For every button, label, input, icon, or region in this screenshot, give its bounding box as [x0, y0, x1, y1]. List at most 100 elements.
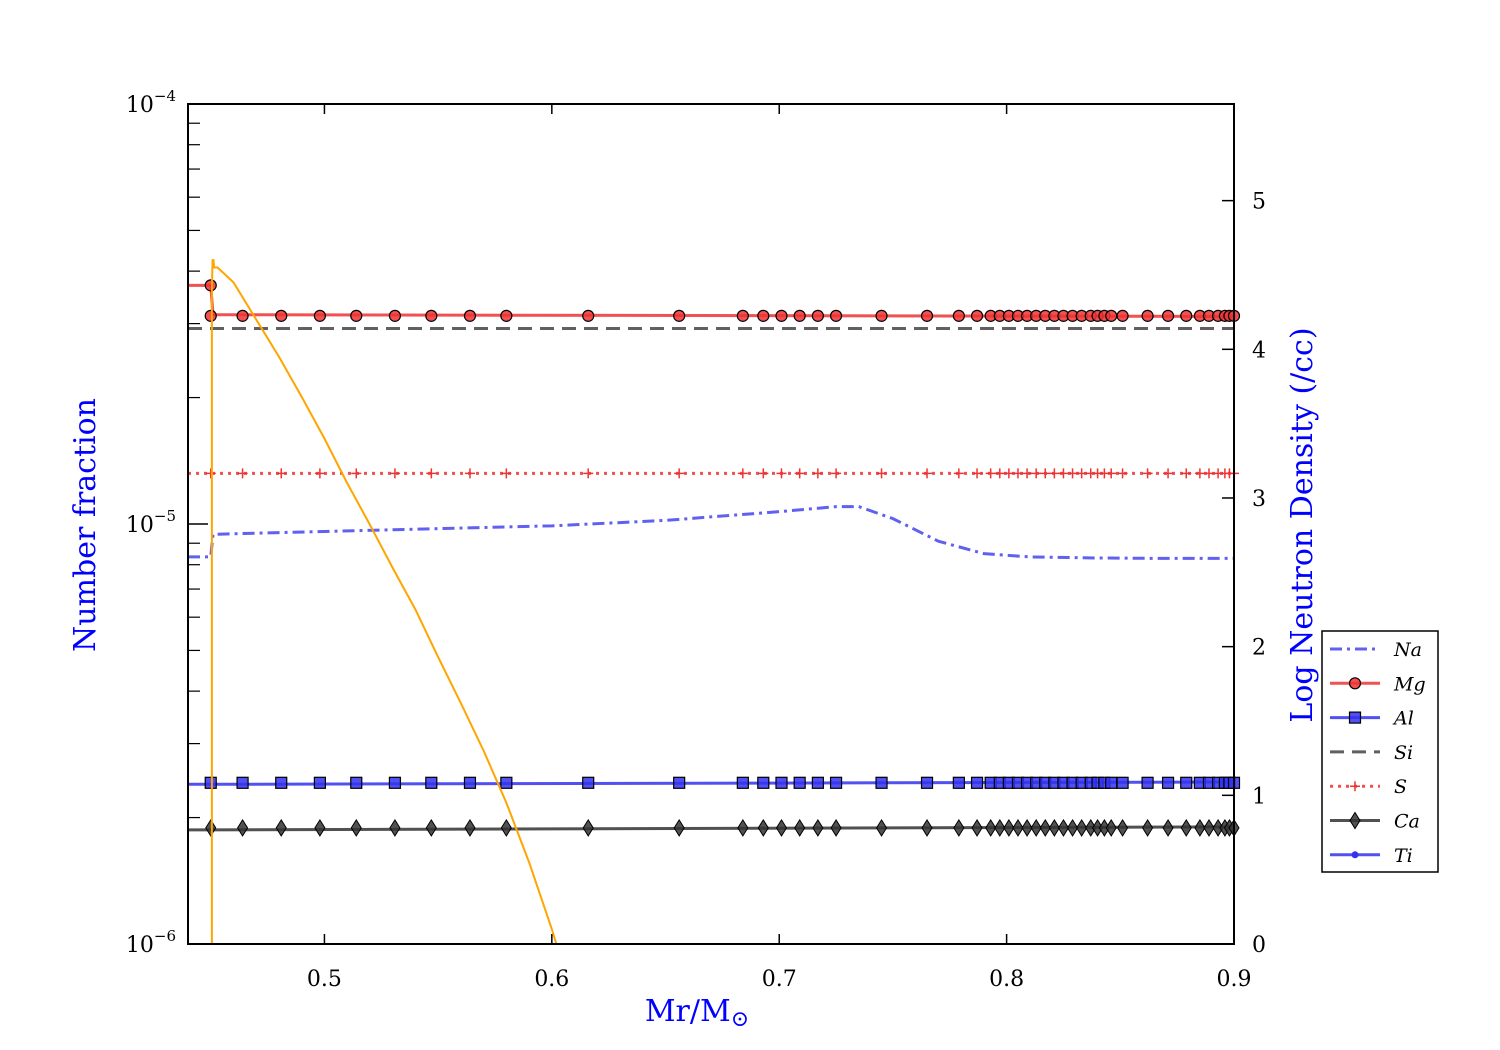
- series-marker: [500, 818, 512, 837]
- series-marker: [811, 776, 824, 789]
- series-marker: [426, 468, 437, 479]
- series-marker: [463, 309, 477, 322]
- series-marker: [236, 818, 249, 837]
- series-marker: [736, 776, 749, 789]
- series-marker: [1076, 818, 1088, 837]
- series-marker: [736, 309, 749, 322]
- series-marker: [1057, 818, 1070, 837]
- series-marker: [1116, 818, 1129, 837]
- y-left-tick-label: 10−4: [126, 87, 176, 118]
- y-left-tick-mantissa: 10: [126, 93, 154, 118]
- y-right-tick-label: 1: [1252, 784, 1266, 809]
- series-marker: [1162, 818, 1174, 837]
- y-axis-right-title: Log Neutron Density (/cc): [1285, 327, 1320, 722]
- x-axis-title-text: Mr/M: [645, 994, 731, 1029]
- legend-entry-na: Na: [1330, 639, 1422, 661]
- series-marker: [1105, 776, 1118, 789]
- series-ca: [188, 818, 1240, 837]
- series-marker: [757, 776, 770, 789]
- series-marker: [1161, 776, 1175, 789]
- series-s: [188, 468, 1239, 479]
- legend: Na Mg Al Si S Ca Ti: [1321, 630, 1439, 873]
- series-marker: [994, 468, 1005, 479]
- series-line: [188, 505, 1234, 560]
- series-marker: [1180, 818, 1192, 837]
- series-marker: [425, 309, 438, 322]
- x-tick-label: 0.6: [534, 967, 569, 992]
- series-marker: [350, 309, 363, 322]
- series-marker: [920, 309, 934, 322]
- series-marker: [793, 309, 806, 322]
- plot-frame: [187, 103, 1235, 945]
- series-marker: [1194, 818, 1206, 837]
- series-marker: [830, 818, 842, 837]
- series-marker: [1180, 309, 1193, 322]
- series-marker: [1003, 468, 1014, 479]
- series-marker: [1021, 818, 1033, 837]
- series-marker: [775, 309, 788, 322]
- series-marker: [673, 818, 685, 837]
- series-marker: [582, 309, 595, 322]
- series-marker: [350, 776, 363, 789]
- series-marker: [970, 776, 984, 789]
- x-axis-title: Mr/M⊙: [645, 994, 749, 1032]
- legend-label: Al: [1392, 708, 1414, 730]
- series-marker: [793, 776, 806, 789]
- series-marker: [582, 776, 595, 789]
- series-marker: [1142, 818, 1154, 837]
- series-marker: [1067, 468, 1078, 479]
- x-axis-title-sun-symbol: ⊙: [731, 1007, 749, 1032]
- series-marker: [674, 468, 685, 479]
- series-marker: [775, 776, 788, 789]
- series-marker: [737, 468, 748, 479]
- y-left-tick-exponent: −6: [154, 927, 176, 945]
- series-marker: [673, 309, 686, 322]
- x-tick-label: 0.5: [307, 967, 342, 992]
- series-marker: [875, 776, 888, 789]
- series-marker: [1105, 309, 1118, 322]
- series-marker: [811, 309, 824, 322]
- x-tick-label: 0.7: [762, 967, 797, 992]
- series-marker: [970, 309, 984, 322]
- series-marker: [673, 776, 686, 789]
- series-marker: [388, 309, 402, 322]
- series-marker: [952, 309, 965, 322]
- series-marker: [757, 818, 769, 837]
- series-marker: [463, 776, 477, 789]
- legend-label: Si: [1394, 742, 1413, 764]
- series-marker: [205, 468, 216, 479]
- series-marker: [775, 818, 788, 837]
- series-marker: [812, 468, 823, 479]
- series-marker: [314, 468, 325, 479]
- series-marker: [875, 818, 888, 837]
- y-right-tick-label: 2: [1252, 636, 1266, 661]
- y-left-tick-label: 10−5: [126, 507, 176, 538]
- series-neutron-density: [210, 259, 558, 945]
- legend-marker: [1351, 851, 1359, 859]
- series-line: [210, 259, 558, 945]
- series-marker: [1022, 468, 1033, 479]
- series-marker: [1031, 468, 1042, 479]
- series-na: [188, 505, 1234, 560]
- legend-entry-si: Si: [1330, 742, 1413, 764]
- series-marker: [464, 818, 476, 837]
- series-marker: [1116, 309, 1129, 322]
- series-marker: [953, 468, 964, 479]
- y-right-tick-label: 0: [1252, 933, 1266, 958]
- series-marker: [237, 468, 248, 479]
- series-marker: [1076, 468, 1087, 479]
- series-marker: [985, 468, 996, 479]
- y-axis-left-title: Number fraction: [68, 398, 103, 652]
- series-marker: [829, 776, 843, 789]
- series-marker: [389, 818, 401, 837]
- series-marker: [1039, 818, 1051, 837]
- series-marker: [1117, 468, 1128, 479]
- series-marker: [1030, 818, 1042, 837]
- series-marker: [985, 818, 997, 837]
- series-marker: [314, 818, 326, 837]
- series-marker: [921, 818, 933, 837]
- series-marker: [1048, 818, 1060, 837]
- series-marker: [812, 818, 824, 837]
- series-marker: [794, 818, 806, 837]
